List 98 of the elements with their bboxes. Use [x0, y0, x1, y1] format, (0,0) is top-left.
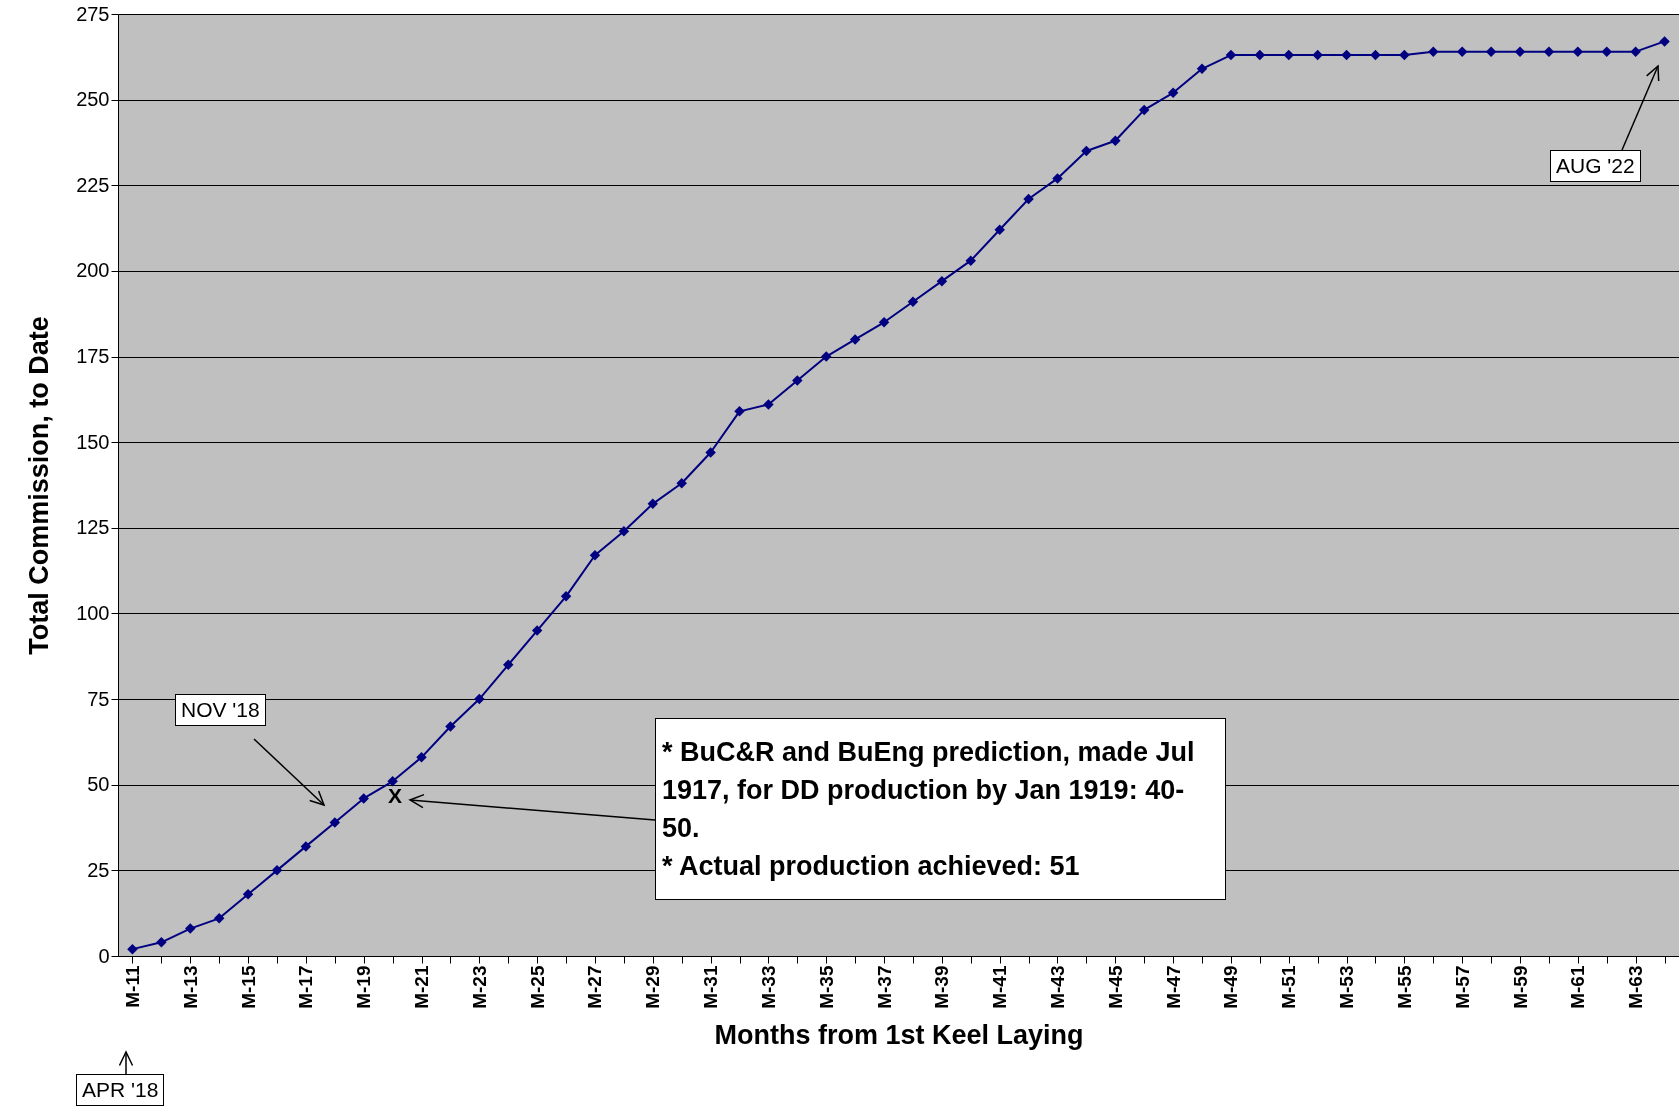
x-tick-label: M-37	[873, 965, 895, 1009]
annotation: * BuC&R and BuEng prediction, made Jul 1917, for DD production by Jan 1919: 40-50. * Actual production achieved: 51	[655, 718, 1226, 900]
point	[358, 793, 369, 804]
point	[1543, 46, 1555, 57]
point	[618, 526, 630, 537]
x-tick-label: M-23	[468, 965, 490, 1009]
y-tick-label: 125	[76, 516, 110, 539]
point	[185, 923, 196, 934]
x-tick-label: M-49	[1220, 965, 1242, 1009]
point	[474, 693, 485, 705]
point	[965, 255, 977, 266]
point	[1052, 173, 1063, 184]
point	[1399, 49, 1410, 61]
x-tick-label: M-29	[642, 965, 664, 1009]
y-tick-label: 225	[76, 173, 110, 196]
point	[647, 498, 659, 510]
point	[1659, 36, 1670, 47]
x-tick-label: M-57	[1451, 965, 1473, 1009]
point	[1572, 46, 1584, 57]
x-tick-label: M-31	[700, 965, 722, 1009]
point	[1341, 49, 1352, 61]
y-tick-label: 75	[87, 687, 110, 710]
point	[907, 296, 919, 307]
x-tick-label: M-19	[353, 965, 375, 1009]
y-axis-title: Total Commission, to Date	[24, 316, 55, 655]
point	[1110, 135, 1121, 146]
x-tick-label: M-33	[757, 965, 779, 1009]
x-tick-label: M-27	[584, 965, 606, 1009]
point	[763, 399, 774, 410]
x-tick-label: M-35	[815, 965, 837, 1009]
point	[271, 865, 283, 876]
point	[329, 817, 341, 828]
x-tick-label: M-11	[121, 965, 143, 1008]
x-tick-label: M-51	[1278, 965, 1300, 1009]
x-tick-label: M-21	[411, 965, 433, 1009]
point	[387, 776, 398, 787]
point	[792, 375, 803, 386]
text: APR '18	[76, 1074, 165, 1106]
point	[445, 721, 456, 732]
y-tick-label: 25	[87, 858, 110, 881]
annotation: NOV '18	[175, 694, 266, 726]
x-tick-label: M-59	[1509, 965, 1531, 1009]
point	[1196, 63, 1208, 75]
point	[503, 659, 514, 671]
x-tick-label: M-47	[1162, 965, 1184, 1009]
point	[1370, 49, 1381, 61]
point	[1485, 46, 1497, 57]
point	[734, 406, 745, 417]
y-tick-label: 275	[76, 2, 110, 25]
point	[1081, 145, 1092, 157]
x-tick-label: M-61	[1567, 965, 1589, 1009]
x-tick-label: M-13	[179, 965, 201, 1009]
point	[156, 937, 167, 948]
point	[1456, 46, 1468, 57]
x-tick-label: M-53	[1336, 965, 1358, 1009]
point	[1312, 49, 1323, 61]
point	[1138, 104, 1150, 116]
x-tick-label: M-41	[989, 965, 1011, 1009]
x-tick-label: M-45	[1104, 965, 1126, 1009]
y-tick-label: 100	[76, 601, 110, 624]
point	[705, 447, 716, 458]
y-tick-label: 50	[87, 773, 110, 796]
y-tick-label: 200	[76, 259, 110, 282]
point	[213, 913, 225, 924]
y-tick-label: 0	[98, 944, 110, 967]
annotation: AUG '22	[1550, 150, 1641, 182]
point	[1428, 46, 1439, 57]
point	[676, 478, 687, 489]
point	[242, 889, 254, 900]
x-tick-label: M-63	[1625, 965, 1647, 1009]
y-tick-label: 150	[76, 430, 110, 453]
x-tick-label: M-17	[295, 965, 317, 1009]
x-tick-label: M-43	[1046, 965, 1068, 1009]
point	[994, 224, 1005, 236]
point	[849, 334, 861, 345]
x-tick-label: M-25	[526, 965, 548, 1009]
annotation: X	[388, 784, 403, 808]
point	[127, 943, 138, 955]
x-axis-title: Months from 1st Keel Laying	[714, 1019, 1084, 1050]
point	[1601, 46, 1612, 57]
y-tick-label: 250	[76, 88, 110, 111]
x-tick-label: M-55	[1393, 965, 1415, 1009]
point	[560, 591, 572, 602]
point	[589, 549, 601, 561]
point	[416, 752, 427, 763]
point	[1283, 49, 1294, 61]
x-tick-label: M-15	[237, 965, 259, 1009]
y-tick-label: 175	[76, 345, 110, 368]
point	[1023, 193, 1034, 205]
point	[878, 317, 890, 328]
x-tick-label: M-39	[931, 965, 953, 1009]
point	[1514, 46, 1526, 57]
point	[1167, 87, 1179, 99]
point	[936, 275, 948, 287]
point	[300, 841, 312, 852]
point	[820, 351, 832, 362]
point	[531, 625, 543, 636]
point	[1630, 46, 1641, 57]
